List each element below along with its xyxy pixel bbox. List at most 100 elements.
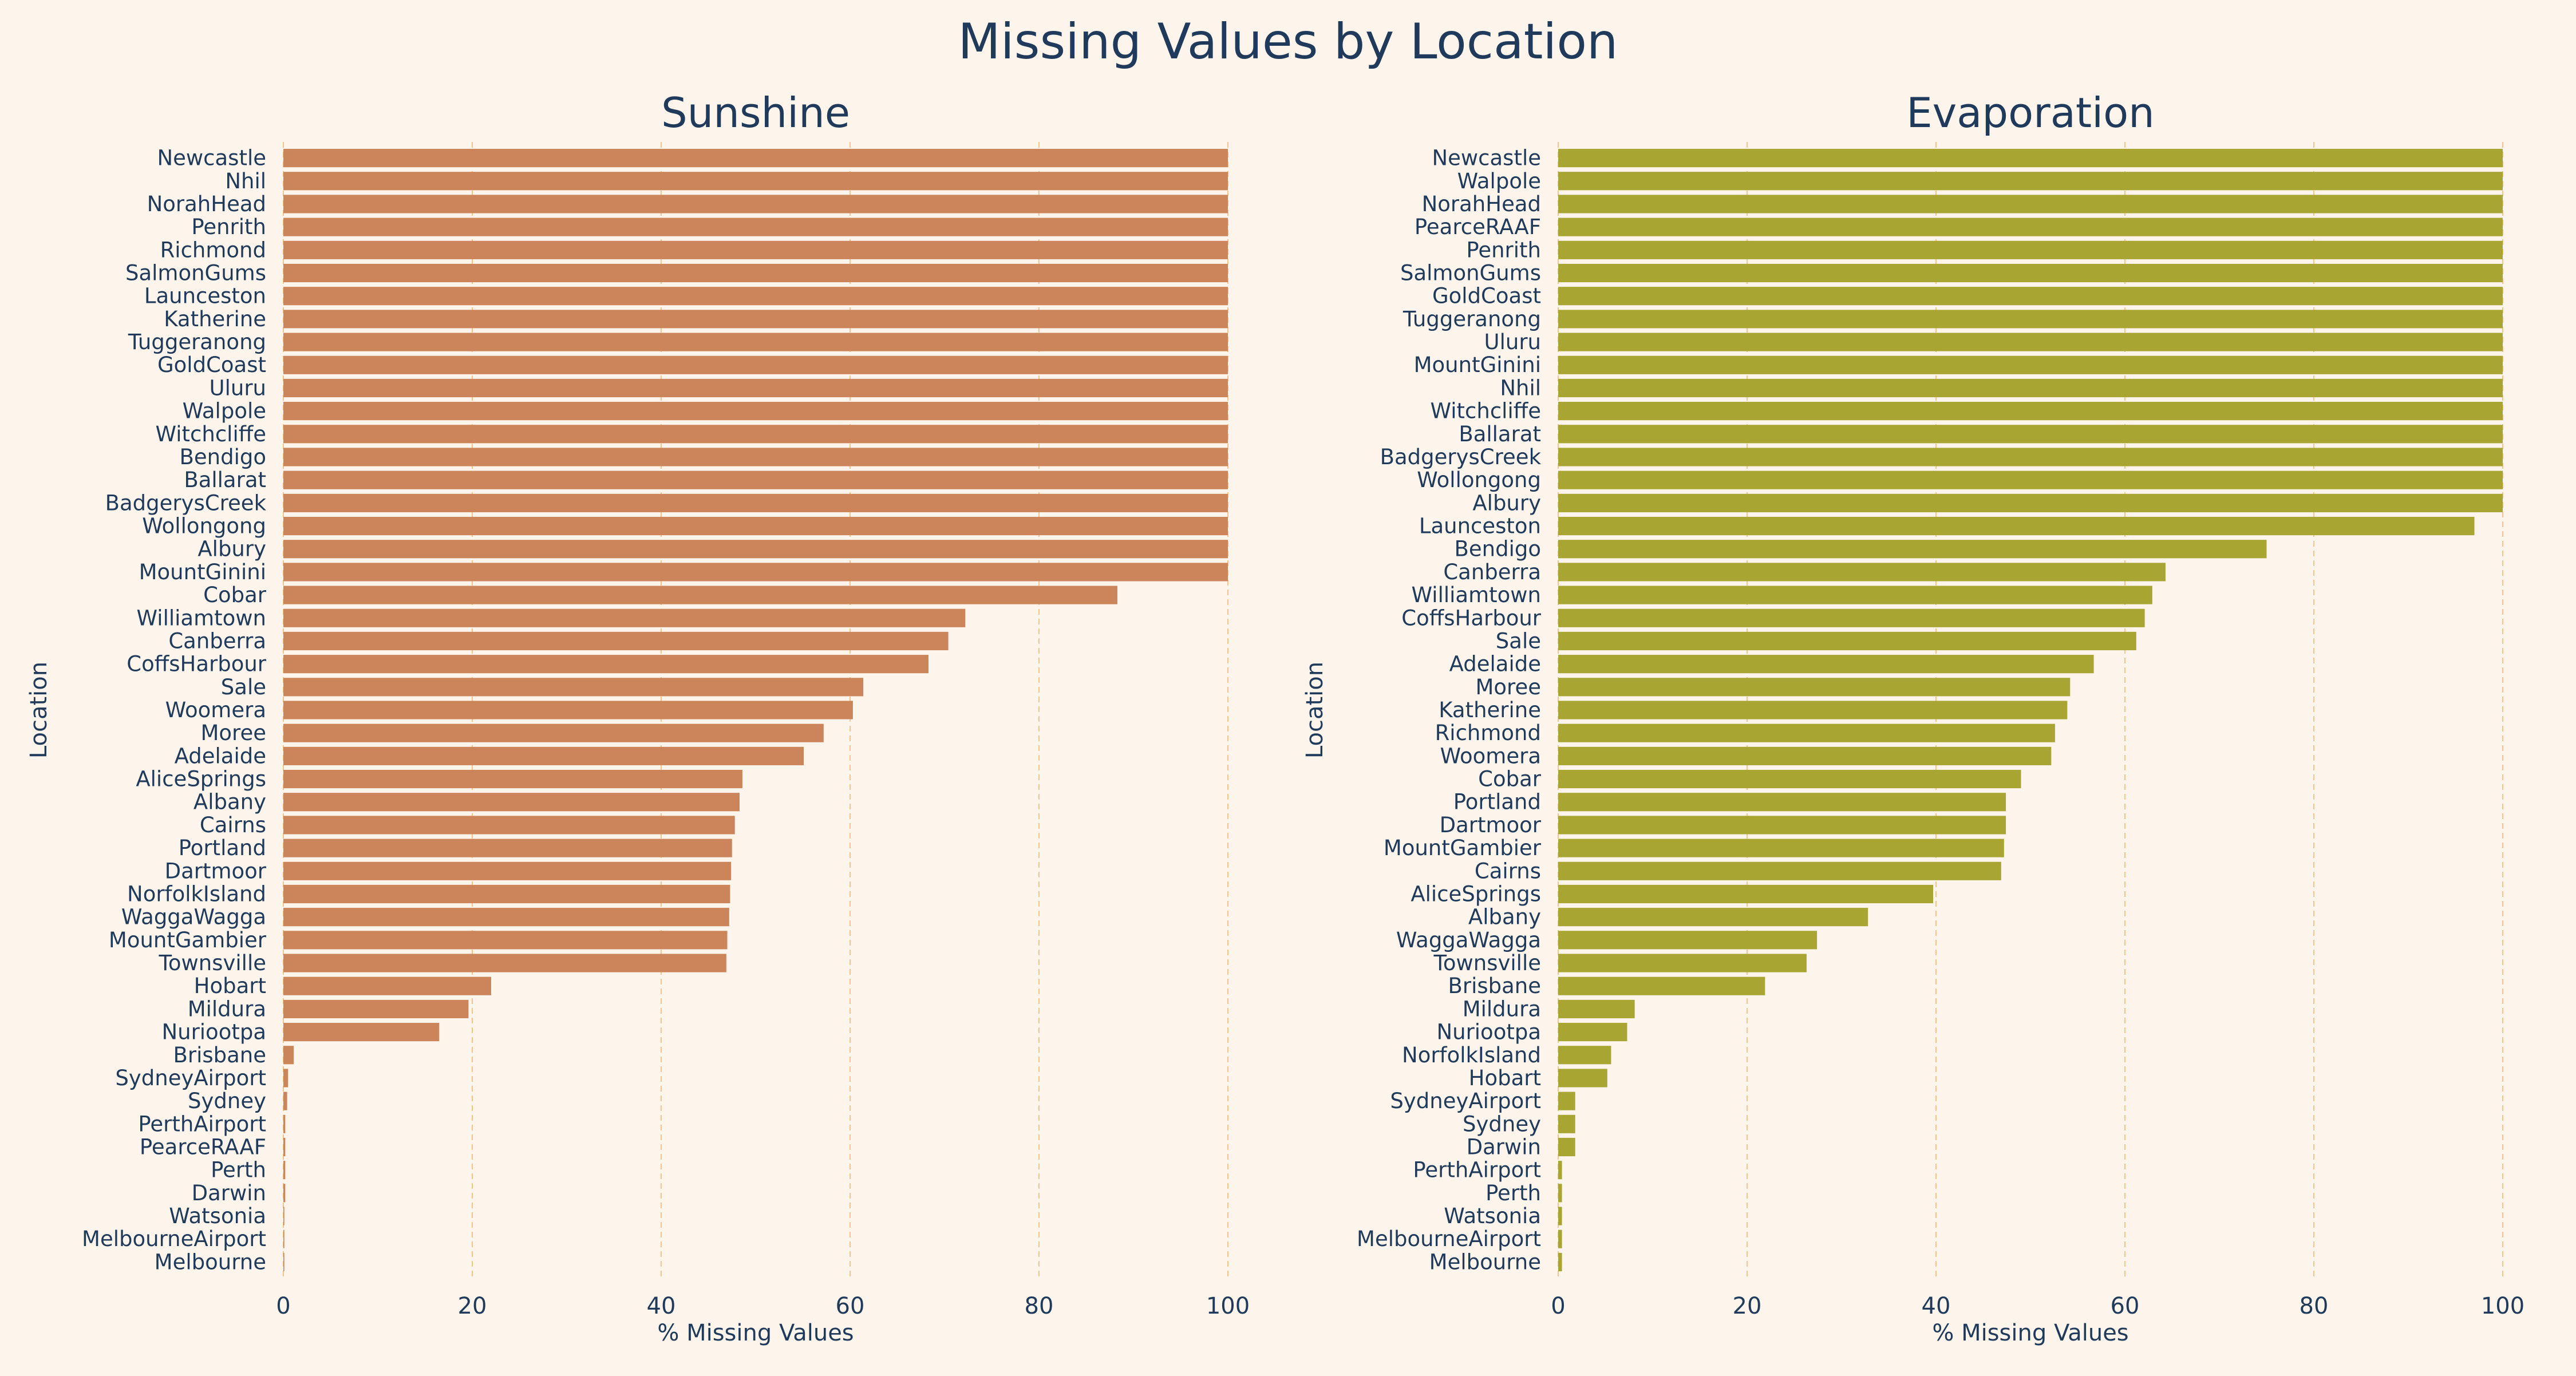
sunshine-category-label: Adelaide xyxy=(175,744,266,768)
evaporation-bar-badgeryscreek xyxy=(1558,448,2503,466)
evaporation-bar-coffsharbour xyxy=(1558,608,2145,627)
evaporation-bar-portland xyxy=(1558,793,2006,812)
evaporation-bar-watsonia xyxy=(1558,1207,1562,1225)
evaporation-category-label: Brisbane xyxy=(1448,974,1541,998)
evaporation-category-label: Portland xyxy=(1453,790,1541,814)
evaporation-category-label: Ballarat xyxy=(1459,422,1541,446)
evaporation-bar-nhil xyxy=(1558,378,2503,398)
evaporation-category-label: SalmonGums xyxy=(1400,261,1541,286)
sunshine-bar-ballarat xyxy=(283,470,1228,489)
sunshine-bar-sydney xyxy=(283,1092,287,1110)
sunshine-bar-albury xyxy=(283,540,1228,559)
sunshine-bar-portland xyxy=(283,839,732,857)
evaporation-bar-tuggeranong xyxy=(1558,310,2503,329)
evaporation-category-label: Launceston xyxy=(1419,514,1541,539)
evaporation-bar-sale xyxy=(1558,631,2136,651)
sunshine-bar-newcastle xyxy=(283,149,1228,168)
sunshine-category-label: Brisbane xyxy=(173,1043,266,1067)
sunshine-category-label: Witchcliffe xyxy=(155,422,266,446)
sunshine-y-axis-label: Location xyxy=(26,662,52,758)
evaporation-panel-title: Evaporation xyxy=(1906,89,2155,137)
sunshine-category-label: GoldCoast xyxy=(157,353,266,377)
evaporation-category-label: MountGinini xyxy=(1414,353,1541,377)
evaporation-bar-hobart xyxy=(1558,1069,1607,1088)
sunshine-category-label: Hobart xyxy=(194,974,266,998)
evaporation-category-label: SydneyAirport xyxy=(1390,1089,1541,1113)
sunshine-category-label: Williamtown xyxy=(137,606,266,630)
evaporation-category-label: NorfolkIsland xyxy=(1402,1043,1541,1067)
evaporation-bar-salmongums xyxy=(1558,263,2503,283)
evaporation-category-label: Woomera xyxy=(1440,744,1541,768)
evaporation-bar-mildura xyxy=(1558,999,1635,1018)
sunshine-category-label: Nuriootpa xyxy=(161,1020,266,1045)
evaporation-bar-melbourne xyxy=(1558,1252,1562,1271)
sunshine-category-label: Dartmoor xyxy=(165,859,267,883)
evaporation-category-label: Sydney xyxy=(1463,1112,1541,1136)
sunshine-x-tick-label: 40 xyxy=(647,1293,676,1319)
evaporation-bar-katherine xyxy=(1558,701,2068,719)
figure-title: Missing Values by Location xyxy=(958,13,1618,70)
evaporation-bar-brisbane xyxy=(1558,976,1765,995)
sunshine-category-label: Canberra xyxy=(168,628,266,653)
sunshine-bar-katherine xyxy=(283,310,1228,329)
sunshine-bar-brisbane xyxy=(283,1046,294,1065)
sunshine-category-label: NorahHead xyxy=(147,192,266,216)
sunshine-bar-richmond xyxy=(283,240,1228,259)
evaporation-category-label: Newcastle xyxy=(1432,146,1541,171)
sunshine-category-label: CoffsHarbour xyxy=(127,652,267,677)
sunshine-bar-witchcliffe xyxy=(283,425,1228,444)
evaporation-x-axis-label: % Missing Values xyxy=(1932,1320,2128,1346)
sunshine-category-label: Sale xyxy=(221,675,266,699)
evaporation-category-label: Canberra xyxy=(1443,560,1541,584)
sunshine-category-label: MountGambier xyxy=(109,928,267,952)
evaporation-bar-moree xyxy=(1558,678,2071,697)
sunshine-category-label: Albury xyxy=(197,537,266,562)
sunshine-category-label: Moree xyxy=(201,721,267,745)
sunshine-category-label: BadgerysCreek xyxy=(105,491,267,515)
sunshine-category-label: MountGinini xyxy=(139,560,266,584)
sunshine-category-label: Tuggeranong xyxy=(128,330,266,354)
sunshine-bar-perth xyxy=(283,1161,286,1180)
evaporation-category-label: Hobart xyxy=(1469,1066,1541,1090)
evaporation-bar-sydney xyxy=(1558,1114,1575,1133)
sunshine-bar-melbourne xyxy=(283,1252,285,1271)
sunshine-bar-melbourneairport xyxy=(283,1229,285,1248)
evaporation-category-label: MountGambier xyxy=(1384,836,1542,860)
evaporation-bar-melbourneairport xyxy=(1558,1229,1562,1248)
sunshine-bar-coffsharbour xyxy=(283,655,929,674)
sunshine-x-tick-label: 60 xyxy=(836,1293,865,1319)
evaporation-category-label: Adelaide xyxy=(1449,652,1541,677)
sunshine-category-label: Watsonia xyxy=(169,1204,266,1228)
evaporation-category-label: Tuggeranong xyxy=(1402,307,1541,331)
sunshine-category-label: Richmond xyxy=(160,238,266,262)
sunshine-bar-cobar xyxy=(283,586,1117,604)
evaporation-category-label: CoffsHarbour xyxy=(1401,606,1542,630)
evaporation-category-label: PearceRAAF xyxy=(1415,215,1541,239)
evaporation-x-tick-label: 0 xyxy=(1551,1293,1565,1319)
evaporation-category-label: Watsonia xyxy=(1444,1204,1541,1228)
sunshine-category-label: Bendigo xyxy=(180,445,267,469)
sunshine-bar-adelaide xyxy=(283,746,804,765)
evaporation-bar-albury xyxy=(1558,493,2503,512)
sunshine-bar-albany xyxy=(283,793,740,812)
sunshine-bar-mountgambier xyxy=(283,931,728,950)
evaporation-bar-adelaide xyxy=(1558,655,2094,674)
sunshine-category-label: Darwin xyxy=(192,1181,266,1205)
sunshine-bar-pearceraaf xyxy=(283,1137,286,1157)
evaporation-bar-waggawagga xyxy=(1558,931,1818,950)
evaporation-category-label: GoldCoast xyxy=(1432,284,1541,309)
evaporation-bar-darwin xyxy=(1558,1137,1575,1157)
evaporation-category-label: Albury xyxy=(1472,491,1541,515)
evaporation-bar-perth xyxy=(1558,1184,1562,1203)
sunshine-bar-mountginini xyxy=(283,563,1228,582)
sunshine-bar-woomera xyxy=(283,701,853,719)
sunshine-category-label: AliceSprings xyxy=(136,767,266,792)
sunshine-category-label: Katherine xyxy=(164,307,266,331)
sunshine-x-tick-label: 100 xyxy=(1206,1293,1250,1319)
sunshine-panel-title: Sunshine xyxy=(661,89,850,137)
sunshine-bar-norfolkisland xyxy=(283,884,730,904)
sunshine-bar-salmongums xyxy=(283,263,1228,283)
evaporation-panel: Evaporation NewcastleWalpoleNorahHeadPear… xyxy=(1302,89,2524,1346)
sunshine-bar-sale xyxy=(283,678,864,697)
